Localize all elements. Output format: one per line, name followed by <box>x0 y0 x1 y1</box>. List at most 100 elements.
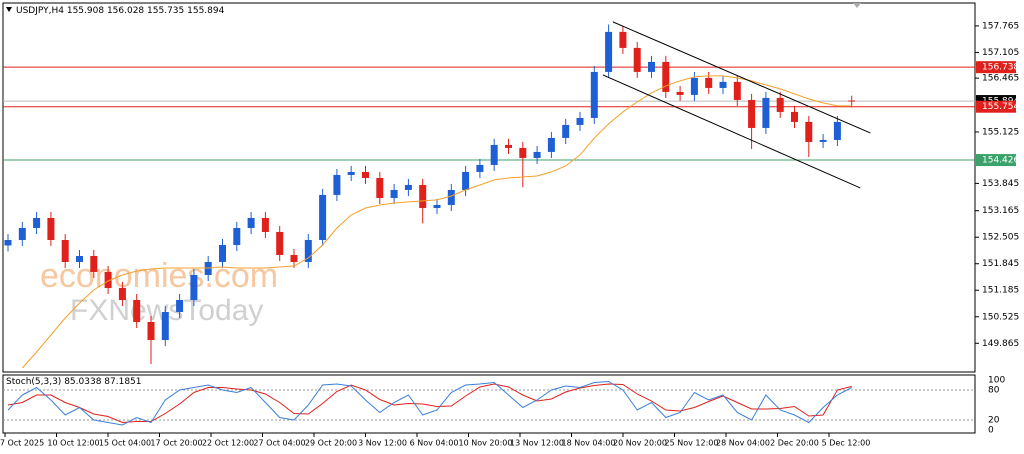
candle-body <box>190 274 198 301</box>
x-tick-label: 28 Nov 04:00 <box>716 439 770 448</box>
candle-body <box>776 97 784 112</box>
candle-body <box>833 121 841 140</box>
candle-body <box>304 239 312 262</box>
candle-body <box>748 99 756 128</box>
candle-body <box>819 139 827 142</box>
candle-body <box>319 194 327 240</box>
x-tick-label: 18 Nov 04:00 <box>562 439 616 448</box>
candle-body <box>419 184 427 208</box>
candle-body <box>18 227 26 240</box>
level-tag <box>976 100 1016 113</box>
candle-body <box>762 97 770 128</box>
candle-body <box>791 111 798 122</box>
x-tick-label: 29 Oct 20:00 <box>305 439 357 448</box>
candle-body <box>76 255 83 262</box>
y-tick-label: 155.125 <box>982 127 1019 137</box>
level-tag <box>976 154 1016 167</box>
osc-tick-label: 80 <box>988 386 1000 396</box>
x-tick-label: 27 Oct 04:00 <box>253 439 305 448</box>
candle-body <box>276 231 284 255</box>
x-tick-label: 2 Dec 20:00 <box>770 439 819 448</box>
x-tick-label: 25 Nov 12:00 <box>665 439 719 448</box>
candle-body <box>161 311 169 341</box>
symbol-arrow <box>6 7 12 12</box>
candle-body <box>333 174 341 195</box>
moving-average <box>21 75 852 369</box>
candle-body <box>47 217 55 240</box>
candle-body <box>662 61 670 92</box>
x-tick-label: 7 Oct 2025 <box>0 439 44 448</box>
candle-body <box>90 255 98 272</box>
oscillator-label: Stoch(5,3,3) <box>6 377 61 387</box>
osc-tick-label: 0 <box>988 426 994 436</box>
x-tick-label: 13 Nov 12:00 <box>510 439 564 448</box>
candle-body <box>176 300 184 312</box>
header: USDJPY,H4 155.908 156.028 155.735 155.89… <box>16 6 225 16</box>
x-tick-label: 15 Oct 04:00 <box>99 439 151 448</box>
candle-body <box>4 239 12 246</box>
candle-body <box>404 184 412 190</box>
candle-body <box>619 31 627 48</box>
candle-body <box>733 81 741 100</box>
oscillator-header: Stoch(5,3,3) 85.0338 87.1851 <box>6 377 142 387</box>
candle-body <box>705 77 713 88</box>
main-value: 85.0338 <box>64 377 101 387</box>
shift-marker <box>853 3 861 8</box>
level-tag <box>976 61 1016 74</box>
candle-body <box>505 144 512 148</box>
candle-body <box>261 217 269 232</box>
candle-body <box>290 254 298 262</box>
open: 155.908 <box>67 6 104 16</box>
candle-body <box>676 91 684 95</box>
price-frame <box>2 2 976 373</box>
candle-body <box>805 121 813 142</box>
symbol: USDJPY,H4 <box>16 6 64 16</box>
candle-body <box>133 300 141 322</box>
candle-body <box>848 100 856 102</box>
signal-value: 87.1851 <box>104 377 141 387</box>
candle-body <box>490 144 498 165</box>
candle-body <box>648 61 655 72</box>
close: 155.894 <box>187 6 224 16</box>
y-tick-label: 153.165 <box>982 206 1019 216</box>
y-tick-label: 153.845 <box>982 179 1019 189</box>
channel-line <box>612 21 871 134</box>
y-tick-label: 149.865 <box>982 339 1019 349</box>
level-label: 156.738 <box>982 63 1019 73</box>
y-tick-label: 152.505 <box>982 233 1019 243</box>
candle-body <box>219 244 226 262</box>
candle-body <box>247 217 255 228</box>
candle-body <box>476 164 484 172</box>
channel-line <box>602 74 861 189</box>
candle-body <box>547 137 555 152</box>
candle-body <box>33 217 41 228</box>
y-tick-label: 157.765 <box>982 21 1019 31</box>
candle-body <box>519 147 527 158</box>
candle-body <box>233 227 241 245</box>
x-tick-label: 17 Oct 20:00 <box>150 439 202 448</box>
candle-body <box>433 204 441 208</box>
x-tick-label: 10 Nov 20:00 <box>459 439 513 448</box>
candle-body <box>605 31 613 72</box>
candle-body <box>147 321 155 341</box>
candle-body <box>576 117 584 125</box>
candle-body <box>719 81 727 88</box>
x-tick-label: 5 Dec 12:00 <box>822 439 871 448</box>
y-tick-label: 157.105 <box>982 48 1019 58</box>
y-tick-label: 151.185 <box>982 286 1019 296</box>
x-tick-label: 6 Nov 04:00 <box>410 439 459 448</box>
candle-body <box>690 77 698 95</box>
osc-tick-label: 100 <box>988 376 1005 386</box>
stoch-main <box>7 380 852 426</box>
level-label: 155.754 <box>982 102 1019 112</box>
low: 155.735 <box>147 6 184 16</box>
candle-body <box>590 71 598 118</box>
candle-body <box>118 287 126 301</box>
y-tick-label: 150.525 <box>982 312 1019 322</box>
oscillator-frame <box>2 374 976 434</box>
y-tick-label: 156.465 <box>982 74 1019 84</box>
candle-body <box>376 177 384 198</box>
watermark: economies.com <box>40 257 278 295</box>
